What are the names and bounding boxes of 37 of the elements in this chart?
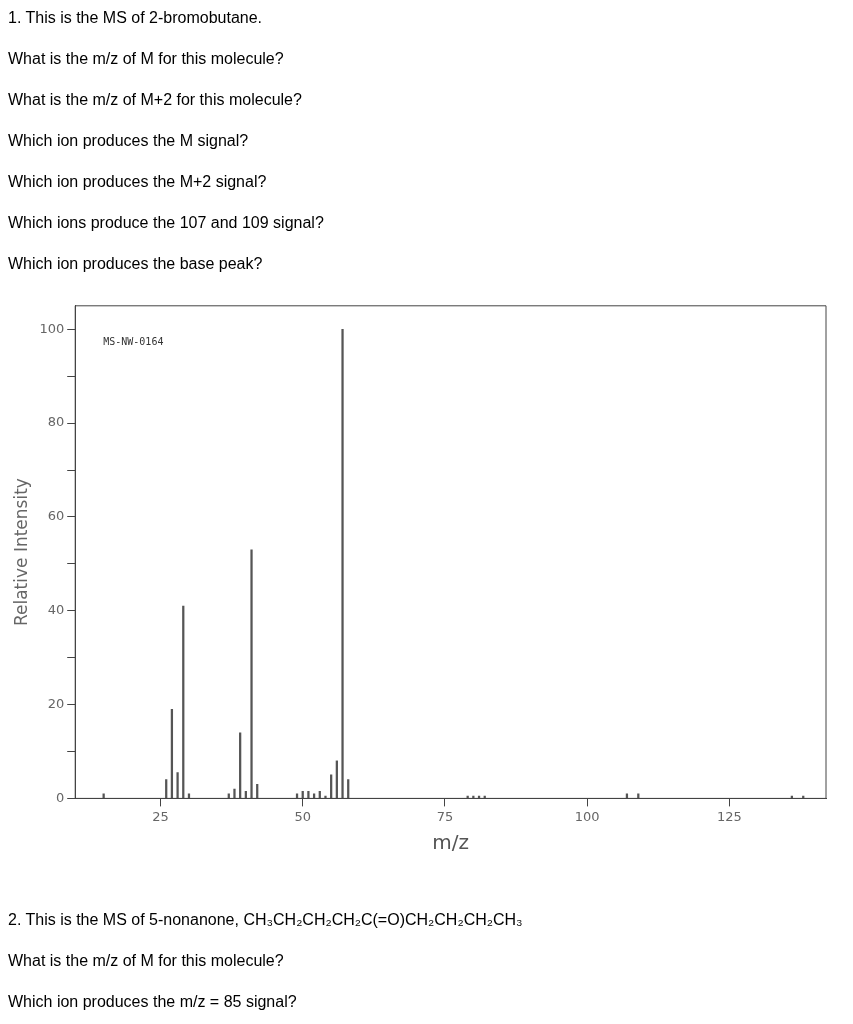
x-tick-label: 50: [294, 808, 311, 824]
x-tick-label: 75: [436, 808, 454, 824]
text: 2. This is the MS of 5-nonanone, CH₃CH₂CH₂CH₂C(=O)CH₂CH₂CH₂CH₃: [8, 910, 524, 930]
y-tick-label: 20: [47, 695, 65, 711]
bar: [312, 793, 316, 799]
x-tick-label: 100: [574, 808, 600, 824]
bar: [176, 772, 179, 799]
y-tick-label: 40: [47, 602, 65, 618]
y-tick-label: 60: [47, 508, 65, 524]
chart-title: 1. This is the MS of 2-bromobutane.: [8, 8, 264, 28]
y-axis-title: Relative Intensity: [10, 478, 31, 627]
text: Which ion produces the m/z = 85 signal?: [8, 992, 298, 1012]
y-tick-label: 0: [55, 789, 65, 805]
text: What is the m/z of M for this molecule?: [8, 49, 285, 69]
bar: [341, 328, 344, 799]
text: What is the m/z of M+2 for this molecule?: [8, 90, 303, 110]
x-axis-title: m/z: [432, 830, 469, 855]
bar: [307, 791, 310, 799]
bar: [187, 793, 191, 799]
x-tick-label: 25: [152, 808, 169, 824]
bar: [102, 793, 105, 799]
bar: [250, 549, 253, 799]
text: Which ion produces the base peak?: [8, 254, 264, 274]
text: Which ion produces the M signal?: [8, 131, 250, 151]
bar: [625, 793, 629, 799]
text: Which ions produce the 107 and 109 signal?: [8, 213, 325, 233]
y-tick-label: 100: [39, 320, 65, 336]
bar: [227, 793, 230, 799]
y-tick-label: 80: [47, 414, 65, 430]
annotation: MS-NW-0164: [103, 336, 164, 348]
x-tick-label: 125: [716, 808, 742, 824]
bar: [295, 793, 299, 799]
text: Which ion produces the M+2 signal?: [8, 172, 268, 192]
bar: [233, 788, 236, 799]
bar: [324, 795, 327, 799]
text: What is the m/z of M for this molecule?: [8, 951, 285, 971]
bar: [637, 793, 640, 799]
